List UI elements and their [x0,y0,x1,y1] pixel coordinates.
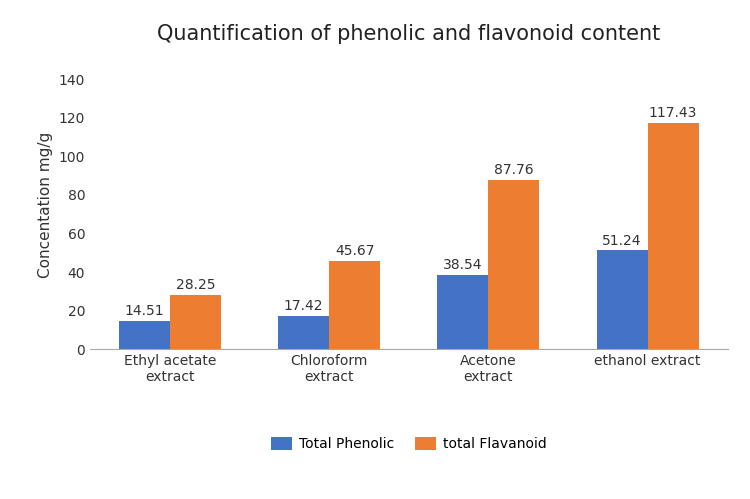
Text: 45.67: 45.67 [334,245,374,258]
Text: 38.54: 38.54 [443,258,483,272]
Bar [647,123,698,349]
Legend: Total Phenolic, total Flavanoid: Total Phenolic, total Flavanoid [271,437,547,451]
Text: 17.42: 17.42 [284,299,323,313]
Title: Quantification of phenolic and flavonoid content: Quantification of phenolic and flavonoid… [158,24,660,44]
Bar [437,275,488,349]
Text: 87.76: 87.76 [494,163,534,177]
Bar [278,316,329,349]
Text: 51.24: 51.24 [602,234,642,248]
Text: 14.51: 14.51 [124,304,164,318]
Bar [488,180,539,349]
Bar [596,250,647,349]
Text: 117.43: 117.43 [649,106,698,120]
Bar [119,321,170,349]
Text: 28.25: 28.25 [176,278,215,292]
Bar [329,261,380,349]
Bar [170,295,221,349]
Y-axis label: Concentation mg/g: Concentation mg/g [38,131,53,278]
